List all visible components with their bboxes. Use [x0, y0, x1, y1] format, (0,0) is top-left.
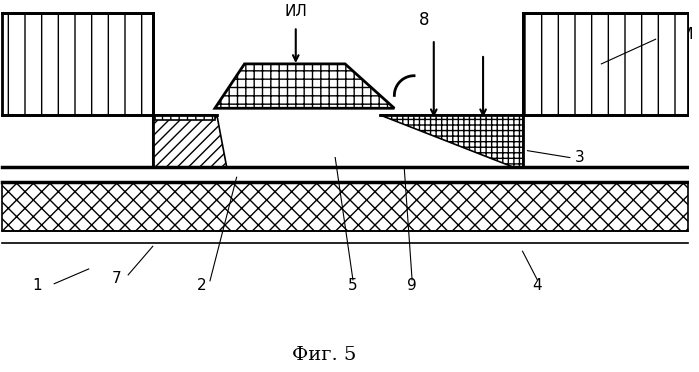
Text: 4: 4 — [533, 278, 542, 293]
Bar — [523, 13, 688, 115]
Polygon shape — [153, 115, 226, 167]
Polygon shape — [380, 115, 523, 167]
Text: Фиг. 5: Фиг. 5 — [292, 346, 356, 364]
Text: ИЛ: ИЛ — [284, 4, 307, 19]
Bar — [2, 182, 688, 231]
Text: 7: 7 — [112, 271, 121, 286]
Bar — [2, 13, 153, 115]
Text: 2: 2 — [197, 278, 207, 293]
Text: 9: 9 — [408, 278, 417, 293]
Polygon shape — [154, 115, 215, 120]
Text: 1: 1 — [33, 278, 42, 293]
Text: 8: 8 — [419, 12, 429, 29]
Text: 5: 5 — [348, 278, 358, 293]
Text: 3: 3 — [575, 150, 584, 165]
Bar — [153, 115, 523, 167]
Text: ФРМ: ФРМ — [658, 27, 694, 42]
Polygon shape — [215, 64, 394, 108]
Bar — [2, 167, 688, 182]
